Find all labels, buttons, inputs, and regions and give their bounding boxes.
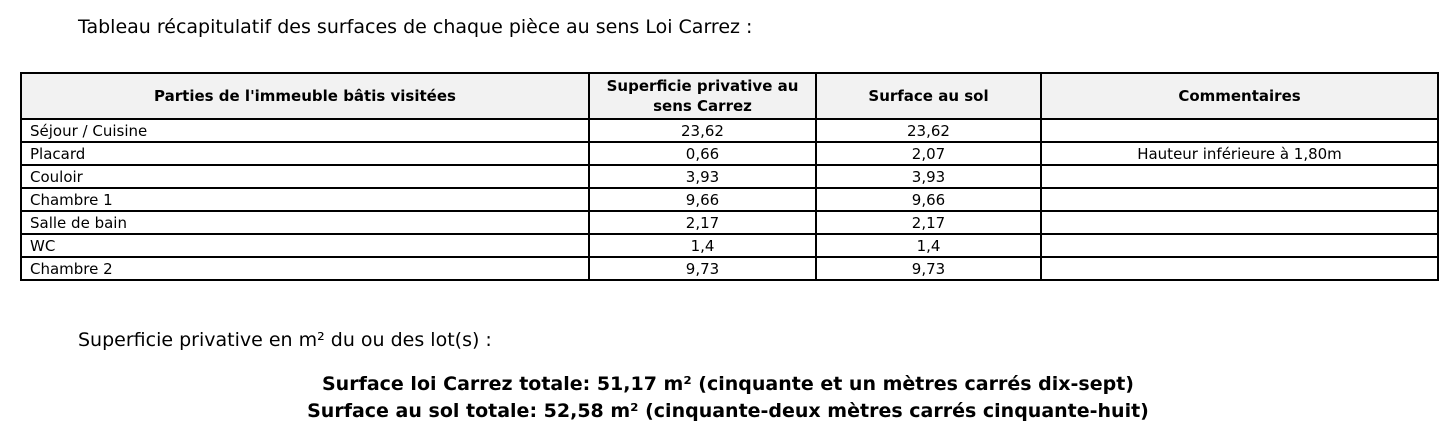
floor-area-cell: 2,07 bbox=[815, 141, 1042, 166]
floor-area-total-line: Surface au sol totale: 52,58 m² (cinquan… bbox=[307, 400, 1149, 422]
table-row: Séjour / Cuisine 23,62 23,62 bbox=[20, 118, 1439, 143]
room-name-cell: Chambre 1 bbox=[20, 187, 590, 212]
lots-surface-text: Superficie privative en m² du ou des lot… bbox=[78, 329, 492, 351]
room-name-cell: Chambre 2 bbox=[20, 256, 590, 281]
room-name-cell: Salle de bain bbox=[20, 210, 590, 235]
carrez-area-cell: 9,73 bbox=[588, 256, 817, 281]
table-row: Salle de bain 2,17 2,17 bbox=[20, 210, 1439, 235]
header-parties: Parties de l'immeuble bâtis visitées bbox=[20, 72, 590, 120]
comment-cell bbox=[1040, 164, 1439, 189]
comment-cell bbox=[1040, 187, 1439, 212]
table-intro-text: Tableau récapitulatif des surfaces de ch… bbox=[78, 16, 753, 38]
carrez-area-cell: 1,4 bbox=[588, 233, 817, 258]
carrez-area-cell: 0,66 bbox=[588, 141, 817, 166]
table-row: Placard 0,66 2,07 Hauteur inférieure à 1,80… bbox=[20, 141, 1439, 166]
table-row: Chambre 2 9,73 9,73 bbox=[20, 256, 1439, 281]
floor-area-cell: 2,17 bbox=[815, 210, 1042, 235]
carrez-area-cell: 9,66 bbox=[588, 187, 817, 212]
comment-cell bbox=[1040, 256, 1439, 281]
comment-cell bbox=[1040, 118, 1439, 143]
comment-cell bbox=[1040, 233, 1439, 258]
floor-area-cell: 23,62 bbox=[815, 118, 1042, 143]
comment-cell bbox=[1040, 210, 1439, 235]
header-surface-sol: Surface au sol bbox=[815, 72, 1042, 120]
table-row: Couloir 3,93 3,93 bbox=[20, 164, 1439, 189]
room-name-cell: Séjour / Cuisine bbox=[20, 118, 590, 143]
carrez-area-cell: 3,93 bbox=[588, 164, 817, 189]
floor-area-cell: 1,4 bbox=[815, 233, 1042, 258]
table-header: Parties de l'immeuble bâtis visitées Sup… bbox=[20, 72, 1439, 120]
carrez-surfaces-table: Parties de l'immeuble bâtis visitées Sup… bbox=[20, 72, 1439, 281]
room-name-cell: Couloir bbox=[20, 164, 590, 189]
table-body: Séjour / Cuisine 23,62 23,62 Placard 0,66 2,0… bbox=[20, 118, 1439, 281]
header-superficie-carrez: Superficie privative au sens Carrez bbox=[588, 72, 817, 120]
header-commentaires: Commentaires bbox=[1040, 72, 1439, 120]
floor-area-cell: 9,66 bbox=[815, 187, 1042, 212]
floor-area-cell: 3,93 bbox=[815, 164, 1042, 189]
carrez-area-cell: 2,17 bbox=[588, 210, 817, 235]
table-header-row: Parties de l'immeuble bâtis visitées Sup… bbox=[20, 72, 1439, 120]
floor-area-cell: 9,73 bbox=[815, 256, 1042, 281]
table-row: Chambre 1 9,66 9,66 bbox=[20, 187, 1439, 212]
room-name-cell: WC bbox=[20, 233, 590, 258]
room-name-cell: Placard bbox=[20, 141, 590, 166]
carrez-area-cell: 23,62 bbox=[588, 118, 817, 143]
carrez-total-line: Surface loi Carrez totale: 51,17 m² (cin… bbox=[322, 373, 1134, 395]
totals-block: Surface loi Carrez totale: 51,17 m² (cin… bbox=[0, 371, 1456, 425]
table-row: WC 1,4 1,4 bbox=[20, 233, 1439, 258]
comment-cell: Hauteur inférieure à 1,80m bbox=[1040, 141, 1439, 166]
